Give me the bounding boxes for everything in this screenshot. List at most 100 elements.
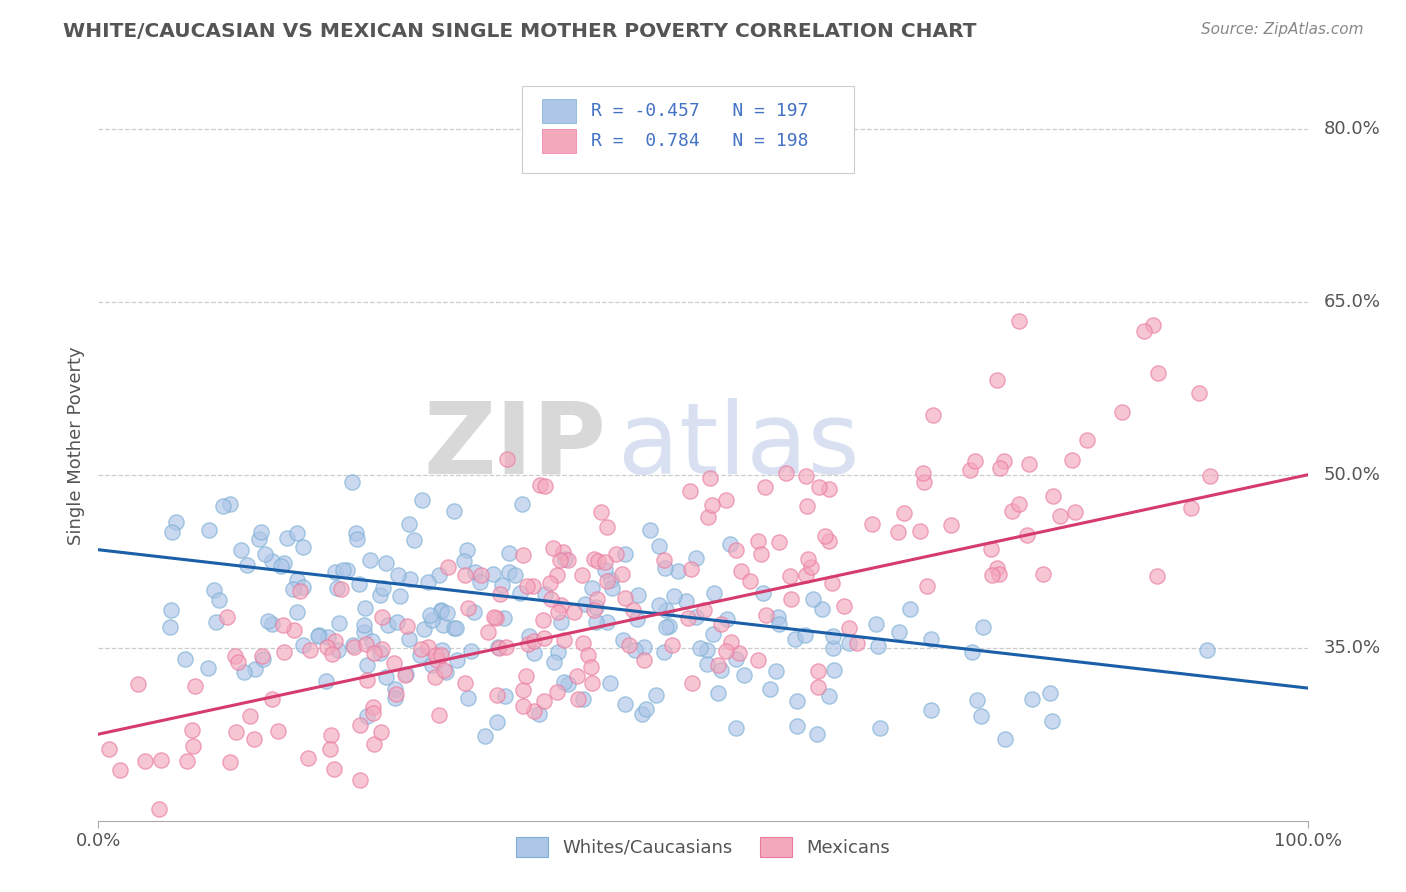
Point — [394, 668, 416, 682]
Point — [529, 478, 551, 492]
Point — [457, 600, 479, 615]
Text: Source: ZipAtlas.com: Source: ZipAtlas.com — [1201, 22, 1364, 37]
Point — [512, 698, 534, 713]
Point — [626, 612, 648, 626]
Point — [288, 584, 311, 599]
Point — [215, 610, 238, 624]
Text: ZIP: ZIP — [423, 398, 606, 494]
FancyBboxPatch shape — [522, 87, 855, 172]
Point — [696, 657, 718, 672]
Point — [768, 534, 790, 549]
Point — [239, 708, 262, 723]
Point — [523, 704, 546, 718]
Point — [485, 689, 508, 703]
Point — [543, 655, 565, 669]
Point — [370, 724, 392, 739]
Point — [285, 525, 308, 540]
Point — [385, 687, 408, 701]
Point — [939, 518, 962, 533]
Point — [581, 582, 603, 596]
Point — [547, 645, 569, 659]
Point — [887, 525, 910, 540]
Point — [389, 589, 412, 603]
Point — [375, 556, 398, 570]
Point — [728, 646, 751, 660]
Point — [174, 652, 197, 666]
Point — [533, 479, 555, 493]
Point — [356, 657, 378, 672]
Point — [399, 572, 422, 586]
Point — [707, 686, 730, 700]
Point — [527, 707, 550, 722]
Point — [796, 499, 818, 513]
Point — [725, 652, 748, 666]
Point — [860, 517, 883, 532]
Point — [321, 647, 343, 661]
Point — [149, 753, 172, 767]
Point — [661, 638, 683, 652]
Point — [685, 550, 707, 565]
Point — [817, 482, 839, 496]
Point — [807, 680, 830, 694]
Point — [430, 603, 453, 617]
Point — [262, 554, 284, 568]
Point — [920, 632, 942, 647]
Text: atlas: atlas — [619, 398, 860, 494]
Point — [315, 640, 337, 655]
Point — [148, 802, 170, 816]
Point — [567, 691, 589, 706]
Point — [562, 605, 585, 619]
Point — [208, 593, 231, 607]
Point — [328, 616, 350, 631]
Point — [908, 524, 931, 539]
Point — [371, 610, 394, 624]
Point — [384, 691, 406, 706]
Point — [681, 676, 703, 690]
Point — [457, 690, 479, 705]
Point — [887, 624, 910, 639]
Point — [1017, 527, 1039, 541]
Point — [512, 683, 534, 698]
Point — [915, 579, 938, 593]
Point — [257, 614, 280, 628]
Point — [1032, 566, 1054, 581]
Point — [411, 641, 433, 656]
Point — [308, 627, 330, 641]
Point — [633, 653, 655, 667]
Point — [725, 722, 748, 736]
Point — [281, 582, 304, 596]
Point — [160, 603, 183, 617]
Point — [779, 569, 801, 583]
Point — [319, 728, 342, 742]
Point — [1198, 469, 1220, 483]
Point — [231, 543, 253, 558]
Point — [533, 631, 555, 645]
Point — [332, 563, 354, 577]
Point — [432, 618, 454, 632]
Point — [404, 533, 426, 548]
Point — [572, 692, 595, 706]
Point — [596, 520, 619, 534]
Point — [553, 632, 575, 647]
Point — [994, 732, 1017, 747]
Point — [218, 755, 240, 769]
Point — [253, 547, 276, 561]
Point — [516, 579, 538, 593]
Point — [486, 640, 509, 655]
Point — [354, 600, 377, 615]
Point — [336, 563, 359, 577]
Point — [267, 723, 290, 738]
Point — [430, 648, 453, 662]
Point — [666, 564, 689, 578]
Point — [786, 694, 808, 708]
Point — [233, 665, 256, 679]
Point — [697, 509, 720, 524]
Point — [800, 560, 823, 574]
Point — [370, 641, 392, 656]
Point — [621, 603, 644, 617]
Point — [865, 617, 887, 632]
Point — [585, 591, 607, 606]
Point — [446, 653, 468, 667]
Point — [654, 560, 676, 574]
Point — [464, 566, 486, 580]
